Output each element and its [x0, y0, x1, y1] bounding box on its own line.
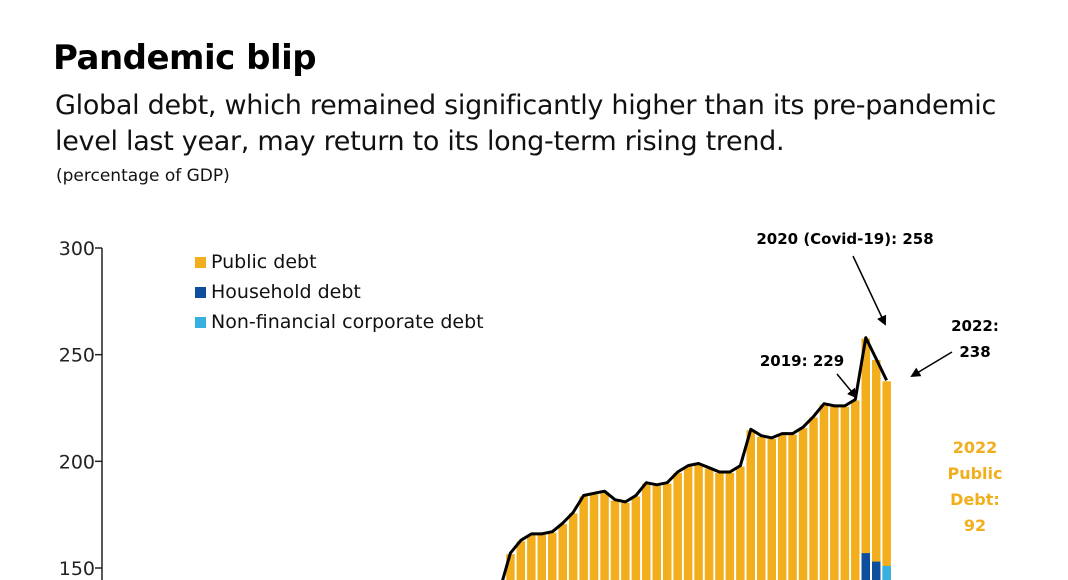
bar-public-22: [715, 473, 724, 580]
bars-group: [506, 338, 891, 580]
legend-swatch-2: [195, 287, 206, 298]
bar-public-33: [830, 406, 839, 580]
arrow-peak: [852, 255, 887, 326]
y-tick-label-250: 250: [59, 345, 95, 367]
bar-household-2: [872, 561, 881, 580]
bar-public-19: [683, 466, 693, 580]
bar-public-34: [840, 406, 850, 580]
annotation-2022-label: 2022:: [951, 317, 999, 335]
bar-public-20: [694, 464, 703, 580]
bar-public-11: [600, 492, 609, 580]
bar-public-37: [872, 359, 881, 580]
bar-public-25: [746, 430, 755, 580]
unit-note: (percentage of GDP): [56, 166, 230, 186]
chart-subtitle: Global debt, which remained significantl…: [55, 90, 997, 157]
bar-public-28: [777, 434, 787, 580]
bar-public-16: [652, 485, 661, 580]
y-axis: 150 200 250 300: [59, 238, 103, 580]
arrow-2019: [836, 373, 858, 399]
chart-title: Pandemic blip: [53, 38, 317, 78]
legend-swatch-3: [195, 317, 206, 328]
y-tick-label-300: 300: [59, 238, 95, 260]
bar-public-14: [631, 496, 641, 580]
legend-label-1: Public debt: [211, 251, 317, 273]
legend-label-2: Household debt: [211, 281, 361, 303]
bar-public-26: [757, 436, 766, 580]
y-tick-label-150: 150: [59, 558, 95, 580]
bar-public-8: [568, 513, 578, 580]
bar-public-13: [621, 502, 630, 580]
bar-public-27: [767, 438, 776, 580]
bar-public-2: [506, 554, 515, 580]
bar-public-38: [882, 381, 891, 580]
annotation-peak: 2020 (Covid-19): 258: [756, 230, 933, 248]
bar-public-23: [725, 473, 735, 580]
bar-public-29: [788, 434, 797, 580]
bar-public-15: [642, 483, 651, 580]
bar-household-1: [861, 553, 870, 580]
annotation-public-2022-line1: 2022: [953, 438, 998, 457]
y-tick-label-200: 200: [59, 451, 95, 473]
legend-label-3: Non-financial corporate debt: [211, 311, 484, 333]
bar-public-17: [663, 483, 672, 580]
bar-public-21: [704, 468, 714, 580]
annotation-2019: 2019: 229: [760, 352, 844, 370]
annotation-public-2022-line3: Debt:: [950, 490, 1000, 509]
annotation-public-2022-line4: 92: [964, 516, 986, 535]
arrow-2022: [910, 351, 953, 378]
bar-public-24: [736, 466, 745, 580]
bar-public-30: [798, 428, 808, 580]
bar-public-4: [527, 534, 536, 580]
bar-public-36: [861, 338, 870, 580]
bar-public-31: [809, 417, 818, 580]
bar-public-7: [558, 524, 567, 580]
bar-corporate-1: [882, 565, 891, 580]
bar-public-5: [537, 534, 546, 580]
annotation-public-2022-line2: Public: [947, 464, 1002, 483]
bar-public-32: [819, 404, 829, 580]
bar-public-10: [589, 494, 599, 580]
legend: Public debt Household debt Non-financial c…: [195, 251, 484, 333]
bar-public-12: [610, 500, 620, 580]
bar-public-9: [579, 496, 588, 580]
bar-public-3: [516, 541, 526, 580]
bar-public-35: [851, 400, 860, 580]
annotation-2022-value: 238: [959, 343, 990, 361]
bar-public-18: [673, 473, 682, 580]
legend-swatch-1: [195, 257, 206, 268]
bar-public-6: [548, 532, 557, 580]
total-debt-line: [501, 336, 888, 580]
